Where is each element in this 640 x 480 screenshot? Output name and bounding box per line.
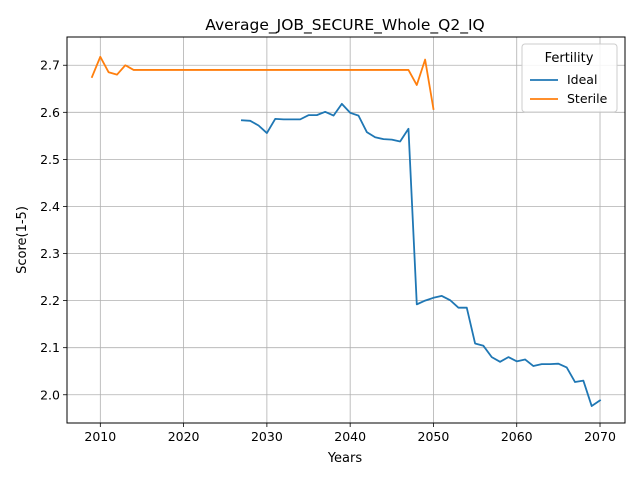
x-tick-label: 2040 [334,429,366,444]
series-lines [90,55,602,407]
x-tick-label: 2030 [251,429,283,444]
axis-ticks: 2010 2020 2030 2040 2050 2060 2070 2.0 2.1 2.2 2.3… [40,58,616,444]
y-tick-label: 2.5 [40,152,60,167]
y-tick-label: 2.0 [40,387,60,402]
legend-label-sterile: Sterile [567,91,608,106]
y-tick-label: 2.3 [40,246,60,261]
x-tick-label: 2020 [168,429,200,444]
legend-title: Fertility [545,51,594,66]
legend-label-ideal: Ideal [567,72,597,87]
series-line-sterile [90,55,435,111]
x-tick-label: 2050 [418,429,450,444]
series-line-ideal [240,102,602,407]
plot-frame [66,36,626,424]
legend: Fertility Ideal Sterile [521,43,618,113]
x-tick-label: 2010 [84,429,116,444]
y-tick-label: 2.1 [40,340,60,355]
y-tick-label: 2.4 [40,199,60,214]
y-axis-label: Score(1-5) [15,206,30,274]
y-tick-label: 2.7 [40,58,60,73]
legend-box [521,43,618,113]
y-tick-label: 2.6 [40,105,60,120]
chart-title: Average_JOB_SECURE_Whole_Q2_IQ [205,16,484,35]
x-tick-label: 2060 [501,429,533,444]
x-tick-label: 2070 [584,429,616,444]
y-tick-label: 2.2 [40,293,60,308]
x-axis-label: Years [327,451,363,466]
